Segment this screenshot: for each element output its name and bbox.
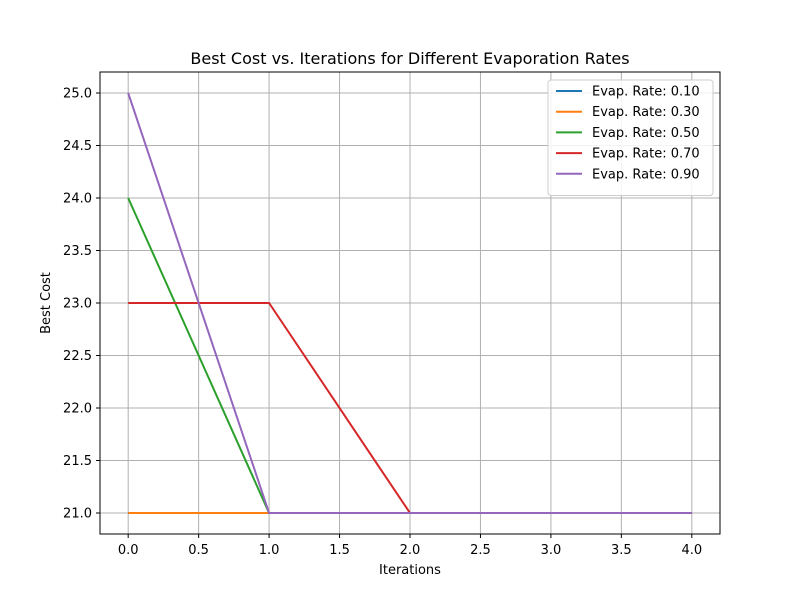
y-tick-label: 21.0 bbox=[63, 507, 92, 522]
x-tick-label: 2.0 bbox=[400, 543, 421, 558]
y-tick-label: 24.0 bbox=[63, 192, 92, 207]
legend-label: Evap. Rate: 0.30 bbox=[592, 105, 700, 120]
legend-box bbox=[547, 79, 714, 196]
x-tick-label: 1.5 bbox=[329, 543, 350, 558]
ticks: 0.0 0.5 1.0 1.5 2.0 2.5 3.0 3.5 4.0 21.0 21.5 22.0 2… bbox=[63, 87, 702, 559]
legend: Evap. Rate: 0.10 Evap. Rate: 0.30 Evap. Ra… bbox=[547, 79, 714, 196]
x-tick-label: 0.5 bbox=[188, 543, 209, 558]
x-tick-label: 3.0 bbox=[541, 543, 562, 558]
chart-title: Best Cost vs. Iterations for Different E… bbox=[190, 49, 629, 68]
legend-label: Evap. Rate: 0.10 bbox=[592, 85, 700, 100]
grid bbox=[100, 72, 720, 534]
legend-label: Evap. Rate: 0.90 bbox=[592, 167, 700, 182]
y-tick-label: 24.5 bbox=[63, 139, 92, 154]
x-tick-label: 4.0 bbox=[681, 543, 702, 558]
y-tick-label: 22.0 bbox=[63, 402, 92, 417]
x-tick-label: 3.5 bbox=[611, 543, 632, 558]
y-tick-label: 21.5 bbox=[63, 454, 92, 469]
x-tick-label: 2.5 bbox=[470, 543, 491, 558]
series-lines bbox=[127, 92, 692, 514]
y-tick-label: 25.0 bbox=[63, 87, 92, 102]
y-axis-label: Best Cost bbox=[39, 272, 54, 334]
y-tick-label: 22.5 bbox=[63, 349, 92, 364]
y-tick-label: 23.0 bbox=[63, 297, 92, 312]
y-tick-label: 23.5 bbox=[63, 244, 92, 259]
legend-label: Evap. Rate: 0.50 bbox=[592, 126, 700, 141]
x-tick-label: 0.0 bbox=[118, 543, 139, 558]
legend-label: Evap. Rate: 0.70 bbox=[592, 147, 700, 162]
series-line-4 bbox=[127, 92, 692, 514]
x-axis-label: Iterations bbox=[379, 563, 441, 578]
x-tick-label: 1.0 bbox=[259, 543, 280, 558]
